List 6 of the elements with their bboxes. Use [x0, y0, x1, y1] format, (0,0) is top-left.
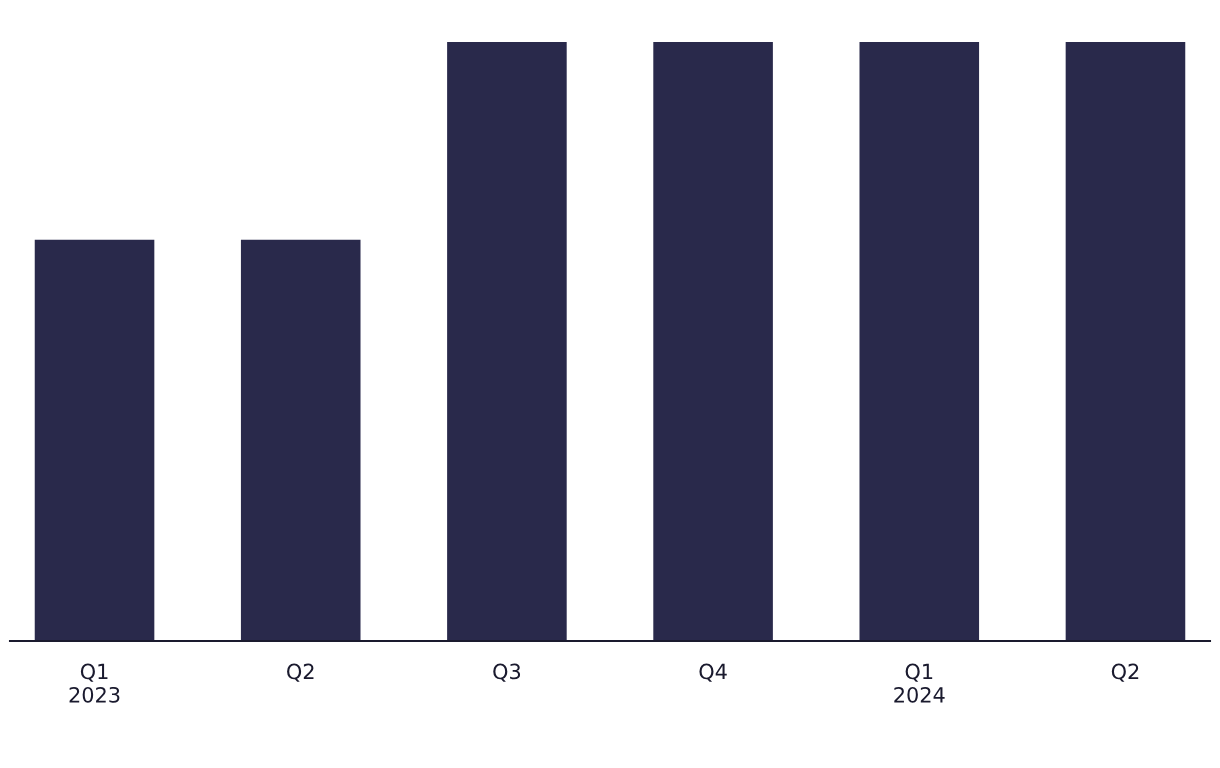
x-tick-label: Q2 — [1111, 663, 1139, 682]
x-tick-label: Q3 — [493, 663, 521, 682]
x-tick-label: Q2 — [287, 663, 314, 682]
x-tick-label: Q1 2024 — [894, 663, 945, 703]
x-tick-label: Q4 — [699, 663, 727, 682]
x-tick-label: Q1 2023 — [69, 663, 120, 703]
